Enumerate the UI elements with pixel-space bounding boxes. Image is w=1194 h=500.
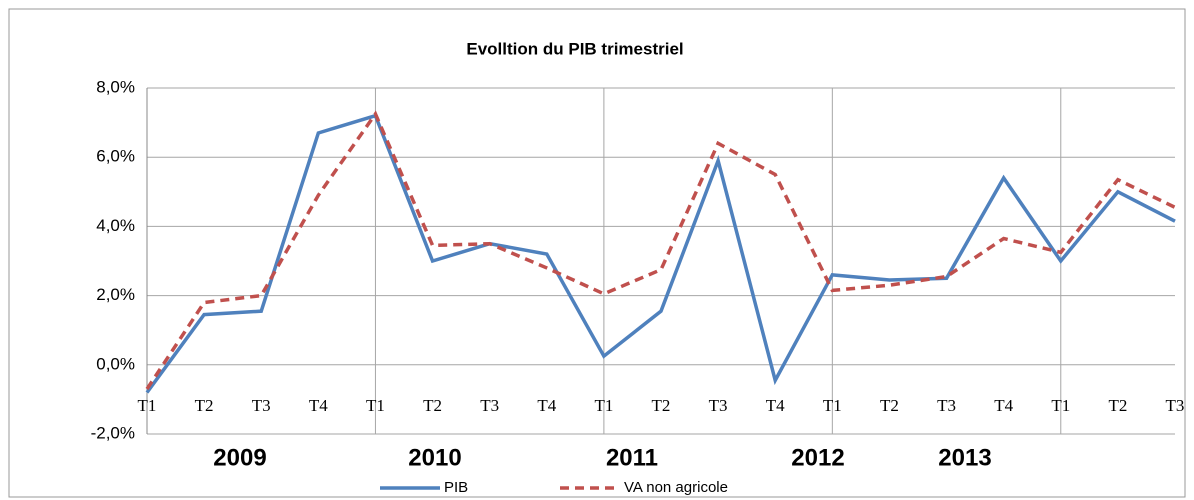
legend-label: PIB <box>444 479 468 496</box>
x-tick-label: T2 <box>1108 396 1127 415</box>
y-tick-label: -2,0% <box>91 423 135 442</box>
x-tick-label: T4 <box>309 396 328 415</box>
legend-label: VA non agricole <box>624 479 728 496</box>
year-label: 2012 <box>791 444 844 471</box>
y-tick-label: 6,0% <box>96 147 135 166</box>
x-tick-label: T1 <box>1051 396 1070 415</box>
x-tick-label: T2 <box>880 396 899 415</box>
x-tick-label: T3 <box>480 396 499 415</box>
y-tick-label: 2,0% <box>96 285 135 304</box>
x-tick-label: T4 <box>994 396 1013 415</box>
x-tick-label: T2 <box>195 396 214 415</box>
x-tick-label: T2 <box>423 396 442 415</box>
x-tick-label: T1 <box>138 396 157 415</box>
x-tick-label: T3 <box>252 396 271 415</box>
year-label: 2010 <box>408 444 461 471</box>
y-tick-label: 4,0% <box>96 216 135 235</box>
y-tick-label: 0,0% <box>96 354 135 373</box>
x-tick-label: T1 <box>366 396 385 415</box>
x-tick-label: T1 <box>823 396 842 415</box>
x-tick-label: T1 <box>594 396 613 415</box>
x-tick-label: T4 <box>766 396 785 415</box>
series-line <box>145 110 1176 390</box>
chart-border <box>8 8 1186 498</box>
year-label: 2009 <box>213 444 266 471</box>
year-label: 2011 <box>606 444 658 471</box>
y-tick-label: 8,0% <box>96 77 135 96</box>
x-tick-label: T3 <box>709 396 728 415</box>
chart-title: Evolltion du PIB trimestriel <box>466 39 683 58</box>
x-tick-label: T4 <box>537 396 556 415</box>
x-tick-label: T3 <box>1166 396 1185 415</box>
x-tick-label: T2 <box>652 396 671 415</box>
x-tick-label: T3 <box>937 396 956 415</box>
year-label: 2013 <box>938 444 991 471</box>
series-line <box>145 113 1176 394</box>
